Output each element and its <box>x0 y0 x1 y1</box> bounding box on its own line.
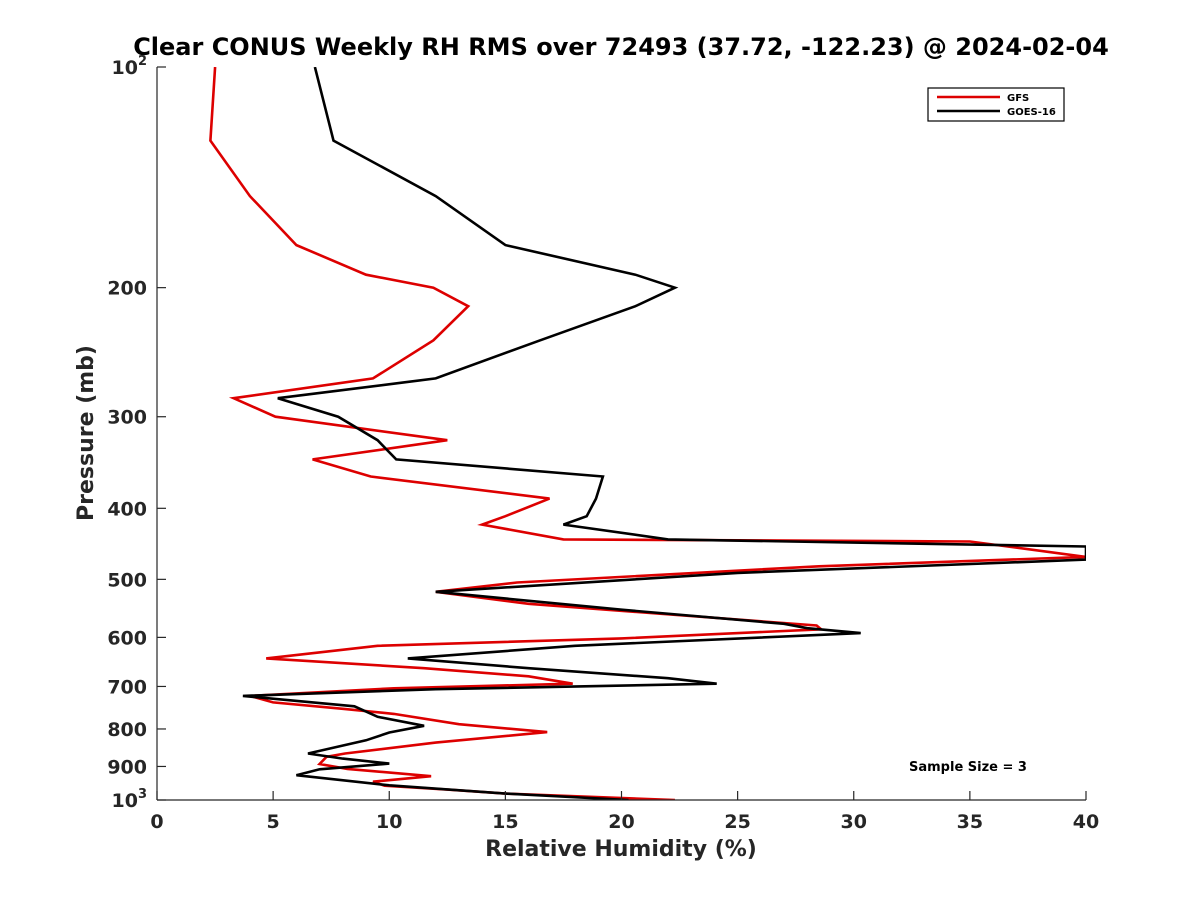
axes: 0 5 10 15 20 25 30 35 40 102 200 300 400 500 600 700 800… <box>107 54 1099 833</box>
x-tick-label: 15 <box>492 811 518 833</box>
y-tick-label: 900 <box>107 756 147 778</box>
legend-box <box>927 87 1065 122</box>
y-tick-label: 700 <box>107 676 147 698</box>
y-tick-label: 500 <box>107 569 147 591</box>
legend-label-gfs: GFS <box>1007 93 1029 104</box>
y-tick-label: 400 <box>107 498 147 520</box>
x-tick-label: 5 <box>267 811 280 833</box>
legend-label-goes16: GOES-16 <box>1007 107 1056 118</box>
y-tick-label: 200 <box>107 278 147 300</box>
chart-title: Clear CONUS Weekly RH RMS over 72493 (37… <box>133 33 1109 61</box>
x-tick-label: 25 <box>724 811 750 833</box>
y-tick-label: 600 <box>107 627 147 649</box>
y-tick-label: 300 <box>107 407 147 429</box>
series-line-goes16 <box>242 67 1086 800</box>
y-tick-label: 103 <box>112 787 148 812</box>
legend: GFS GOES-16 <box>927 87 1065 122</box>
sample-size-annotation: Sample Size = 3 <box>909 760 1027 775</box>
x-tick-label: 35 <box>957 811 983 833</box>
x-tick-label: 30 <box>841 811 867 833</box>
x-tick-label: 10 <box>376 811 402 833</box>
x-tick-label: 40 <box>1073 811 1099 833</box>
y-tick-label: 800 <box>107 719 147 741</box>
x-tick-label: 0 <box>150 811 163 833</box>
y-axis-label: Pressure (mb) <box>74 345 99 521</box>
x-tick-label: 20 <box>608 811 634 833</box>
y-tick-label: 102 <box>112 54 148 79</box>
x-axis-label: Relative Humidity (%) <box>485 837 757 862</box>
plot-area <box>209 67 1086 800</box>
